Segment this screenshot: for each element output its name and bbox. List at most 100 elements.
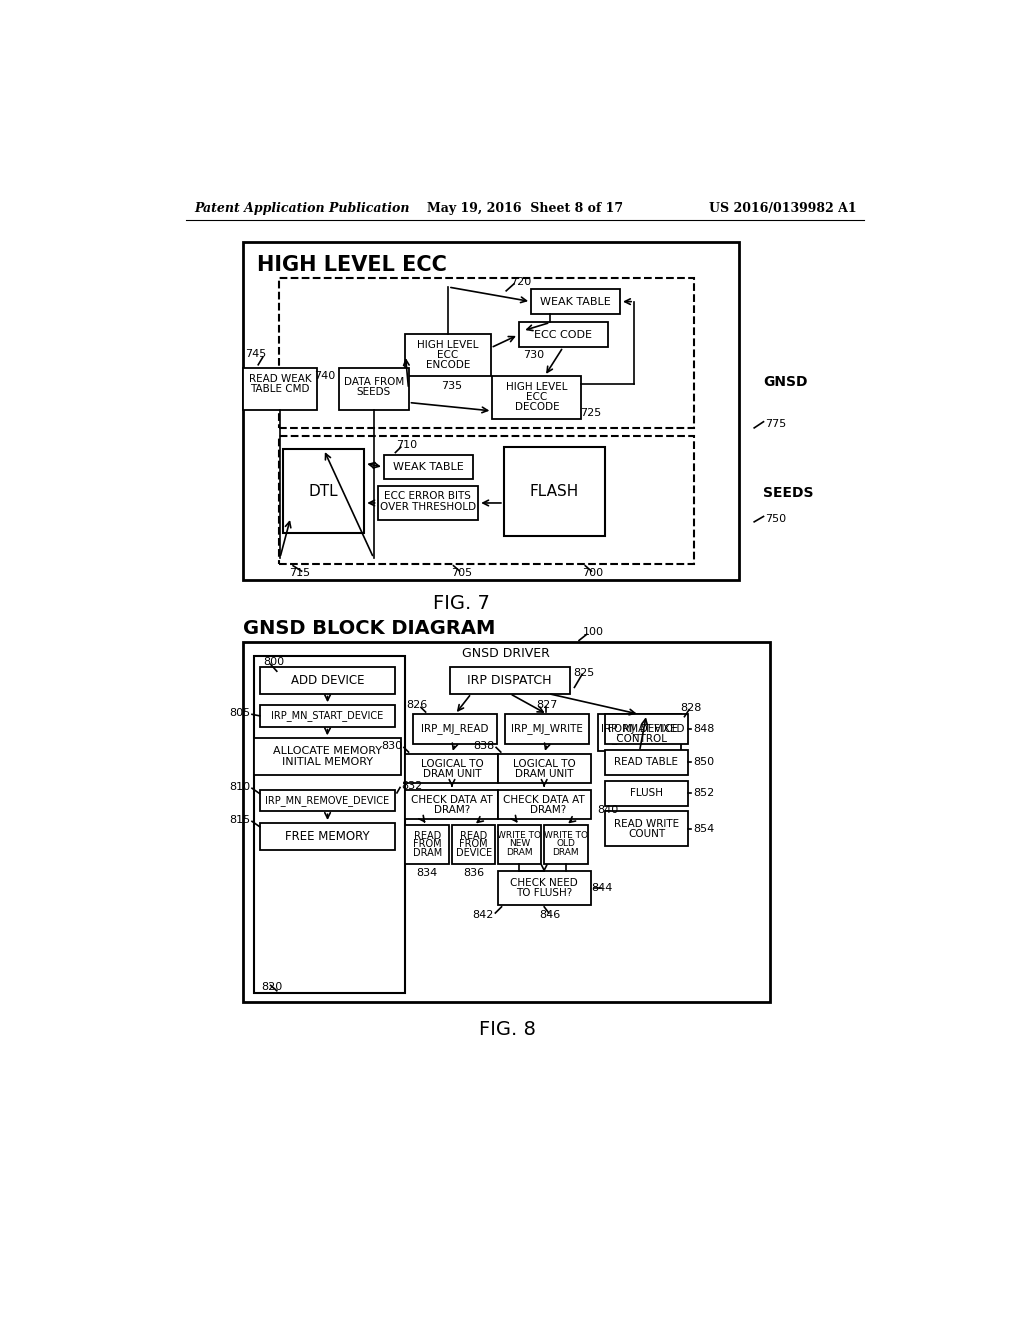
Text: OVER THRESHOLD: OVER THRESHOLD: [380, 502, 476, 512]
Text: ALLOCATE MEMORY: ALLOCATE MEMORY: [272, 746, 382, 756]
Text: 828: 828: [680, 704, 701, 713]
Text: COUNT: COUNT: [628, 829, 665, 838]
Bar: [260, 705, 395, 726]
Text: 705: 705: [451, 569, 472, 578]
Text: 850: 850: [693, 758, 714, 767]
Text: IRP_MJ_READ: IRP_MJ_READ: [421, 723, 488, 734]
Text: LOGICAL TO: LOGICAL TO: [513, 759, 575, 768]
Bar: [243, 242, 738, 581]
Bar: [604, 812, 688, 846]
Bar: [260, 822, 395, 850]
Text: READ: READ: [414, 832, 440, 841]
Text: WRITE TO: WRITE TO: [498, 830, 542, 840]
Text: 832: 832: [401, 781, 423, 791]
Text: FIG. 7: FIG. 7: [433, 594, 489, 612]
Text: OLD: OLD: [556, 840, 575, 849]
Text: 836: 836: [463, 869, 484, 878]
Text: 825: 825: [573, 668, 594, 677]
Text: FIG. 8: FIG. 8: [479, 1020, 537, 1039]
Text: READ: READ: [460, 832, 487, 841]
Bar: [280, 277, 693, 428]
Text: 854: 854: [693, 824, 714, 834]
Bar: [384, 455, 473, 479]
Text: 740: 740: [314, 371, 336, 380]
Text: IRP_MN_REMOVE_DEVICE: IRP_MN_REMOVE_DEVICE: [265, 795, 389, 807]
Text: READ TABLE: READ TABLE: [614, 758, 679, 767]
Text: 715: 715: [290, 569, 310, 578]
Text: DRAM: DRAM: [506, 847, 532, 857]
Bar: [260, 789, 395, 812]
Text: SEEDS: SEEDS: [764, 486, 814, 500]
Text: 815: 815: [229, 814, 251, 825]
Text: 842: 842: [472, 909, 494, 920]
Text: CHECK NEED: CHECK NEED: [510, 878, 579, 888]
Bar: [506, 714, 589, 743]
Bar: [604, 750, 688, 775]
Text: FORMAT FIXED: FORMAT FIXED: [608, 723, 685, 734]
Text: DRAM?: DRAM?: [530, 805, 566, 814]
Bar: [283, 450, 365, 533]
Text: 827: 827: [537, 700, 558, 710]
Bar: [260, 667, 395, 693]
Text: _CONTROL: _CONTROL: [611, 733, 668, 743]
Text: 826: 826: [407, 700, 428, 710]
Bar: [406, 789, 499, 818]
Bar: [378, 486, 478, 520]
Bar: [254, 656, 404, 993]
Text: 805: 805: [229, 708, 251, 718]
Text: WRITE TO: WRITE TO: [544, 830, 588, 840]
Text: 846: 846: [540, 909, 561, 920]
Bar: [531, 289, 621, 314]
Text: HIGH LEVEL: HIGH LEVEL: [418, 339, 479, 350]
Text: GNSD: GNSD: [764, 375, 808, 388]
Text: 800: 800: [263, 657, 284, 667]
Text: DATA FROM: DATA FROM: [343, 376, 403, 387]
Bar: [498, 754, 591, 783]
Bar: [498, 789, 591, 818]
Text: GNSD BLOCK DIAGRAM: GNSD BLOCK DIAGRAM: [243, 619, 495, 638]
Text: HIGH LEVEL ECC: HIGH LEVEL ECC: [257, 255, 446, 275]
Text: ECC: ECC: [526, 392, 548, 403]
Text: 810: 810: [229, 781, 251, 792]
Text: 710: 710: [396, 440, 418, 450]
Text: DECODE: DECODE: [514, 403, 559, 412]
Text: FREE MEMORY: FREE MEMORY: [286, 830, 370, 843]
Text: LOGICAL TO: LOGICAL TO: [421, 759, 483, 768]
Text: DRAM UNIT: DRAM UNIT: [423, 768, 481, 779]
Text: 725: 725: [580, 408, 601, 417]
Text: DTL: DTL: [309, 483, 339, 499]
Text: DRAM UNIT: DRAM UNIT: [515, 768, 573, 779]
Bar: [406, 334, 490, 376]
Bar: [450, 667, 569, 693]
Text: DRAM?: DRAM?: [434, 805, 470, 814]
Text: Patent Application Publication: Patent Application Publication: [194, 202, 410, 215]
Text: ECC CODE: ECC CODE: [535, 330, 592, 339]
Text: ECC ERROR BITS: ECC ERROR BITS: [384, 491, 471, 502]
Text: 852: 852: [693, 788, 714, 799]
Bar: [414, 714, 497, 743]
Bar: [544, 825, 588, 863]
Text: IRP_MJ_DEVICE: IRP_MJ_DEVICE: [601, 723, 678, 734]
Text: FROM: FROM: [413, 840, 441, 850]
Bar: [280, 436, 693, 564]
Text: HIGH LEVEL: HIGH LEVEL: [506, 381, 567, 392]
Bar: [604, 714, 688, 743]
Text: 730: 730: [523, 350, 545, 360]
Text: 100: 100: [583, 627, 603, 638]
Text: 720: 720: [510, 277, 531, 286]
Text: CHECK DATA AT: CHECK DATA AT: [504, 795, 585, 805]
Text: 844: 844: [592, 883, 613, 892]
Text: ENCODE: ENCODE: [426, 360, 470, 370]
Text: NEW: NEW: [509, 840, 530, 849]
Text: May 19, 2016  Sheet 8 of 17: May 19, 2016 Sheet 8 of 17: [427, 202, 623, 215]
Text: 830: 830: [381, 741, 402, 751]
Text: US 2016/0139982 A1: US 2016/0139982 A1: [709, 202, 856, 215]
Text: 775: 775: [765, 418, 786, 429]
Bar: [243, 642, 770, 1002]
Bar: [498, 825, 541, 863]
Text: 840: 840: [597, 805, 618, 814]
Text: TO FLUSH?: TO FLUSH?: [516, 888, 572, 898]
Text: WEAK TABLE: WEAK TABLE: [393, 462, 464, 473]
Text: FLUSH: FLUSH: [630, 788, 663, 799]
Text: DRAM: DRAM: [413, 847, 441, 858]
